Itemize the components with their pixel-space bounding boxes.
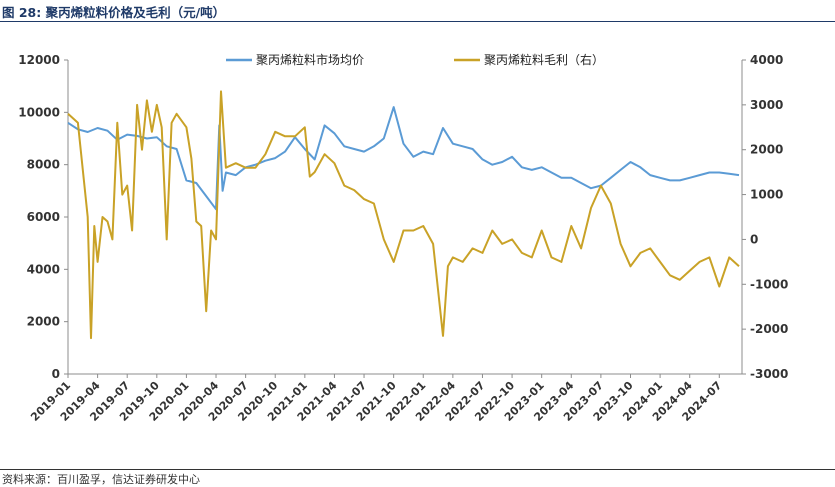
footer-divider (0, 469, 835, 470)
right-tick-label: 1000 (750, 188, 783, 202)
left-tick-label: 6000 (27, 210, 60, 224)
right-tick-label: 3000 (750, 98, 783, 112)
left-tick-label: 4000 (27, 262, 60, 276)
figure-title-bar: 图 28: 聚丙烯粒料价格及毛利（元/吨） (0, 0, 835, 22)
left-tick-label: 0 (52, 367, 60, 381)
right-tick-label: -2000 (750, 322, 788, 336)
figure-title: 图 28: 聚丙烯粒料价格及毛利（元/吨） (2, 5, 226, 20)
right-tick-label: -1000 (750, 277, 788, 291)
series-line-margin (67, 90, 740, 340)
left-tick-label: 10000 (18, 105, 60, 119)
source-note: 资料来源：百川盈孚，信达证券研发中心 (2, 473, 200, 486)
right-tick-label: 2000 (750, 143, 783, 157)
chart-legend: 聚丙烯粒料市场均价 聚丙烯粒料毛利（右） (226, 52, 604, 67)
legend-label: 聚丙烯粒料毛利（右） (484, 52, 604, 67)
series-line-price (67, 106, 740, 211)
left-tick-label: 2000 (27, 315, 60, 329)
left-tick-label: 12000 (18, 53, 60, 67)
chart-axes: 020004000600080001000012000-3000-2000-10… (18, 53, 788, 424)
series-layer (67, 90, 740, 340)
left-tick-label: 8000 (27, 158, 60, 172)
legend-label: 聚丙烯粒料市场均价 (256, 52, 364, 67)
right-tick-label: 0 (750, 232, 758, 246)
right-tick-label: -3000 (750, 367, 788, 381)
right-tick-label: 4000 (750, 53, 783, 67)
